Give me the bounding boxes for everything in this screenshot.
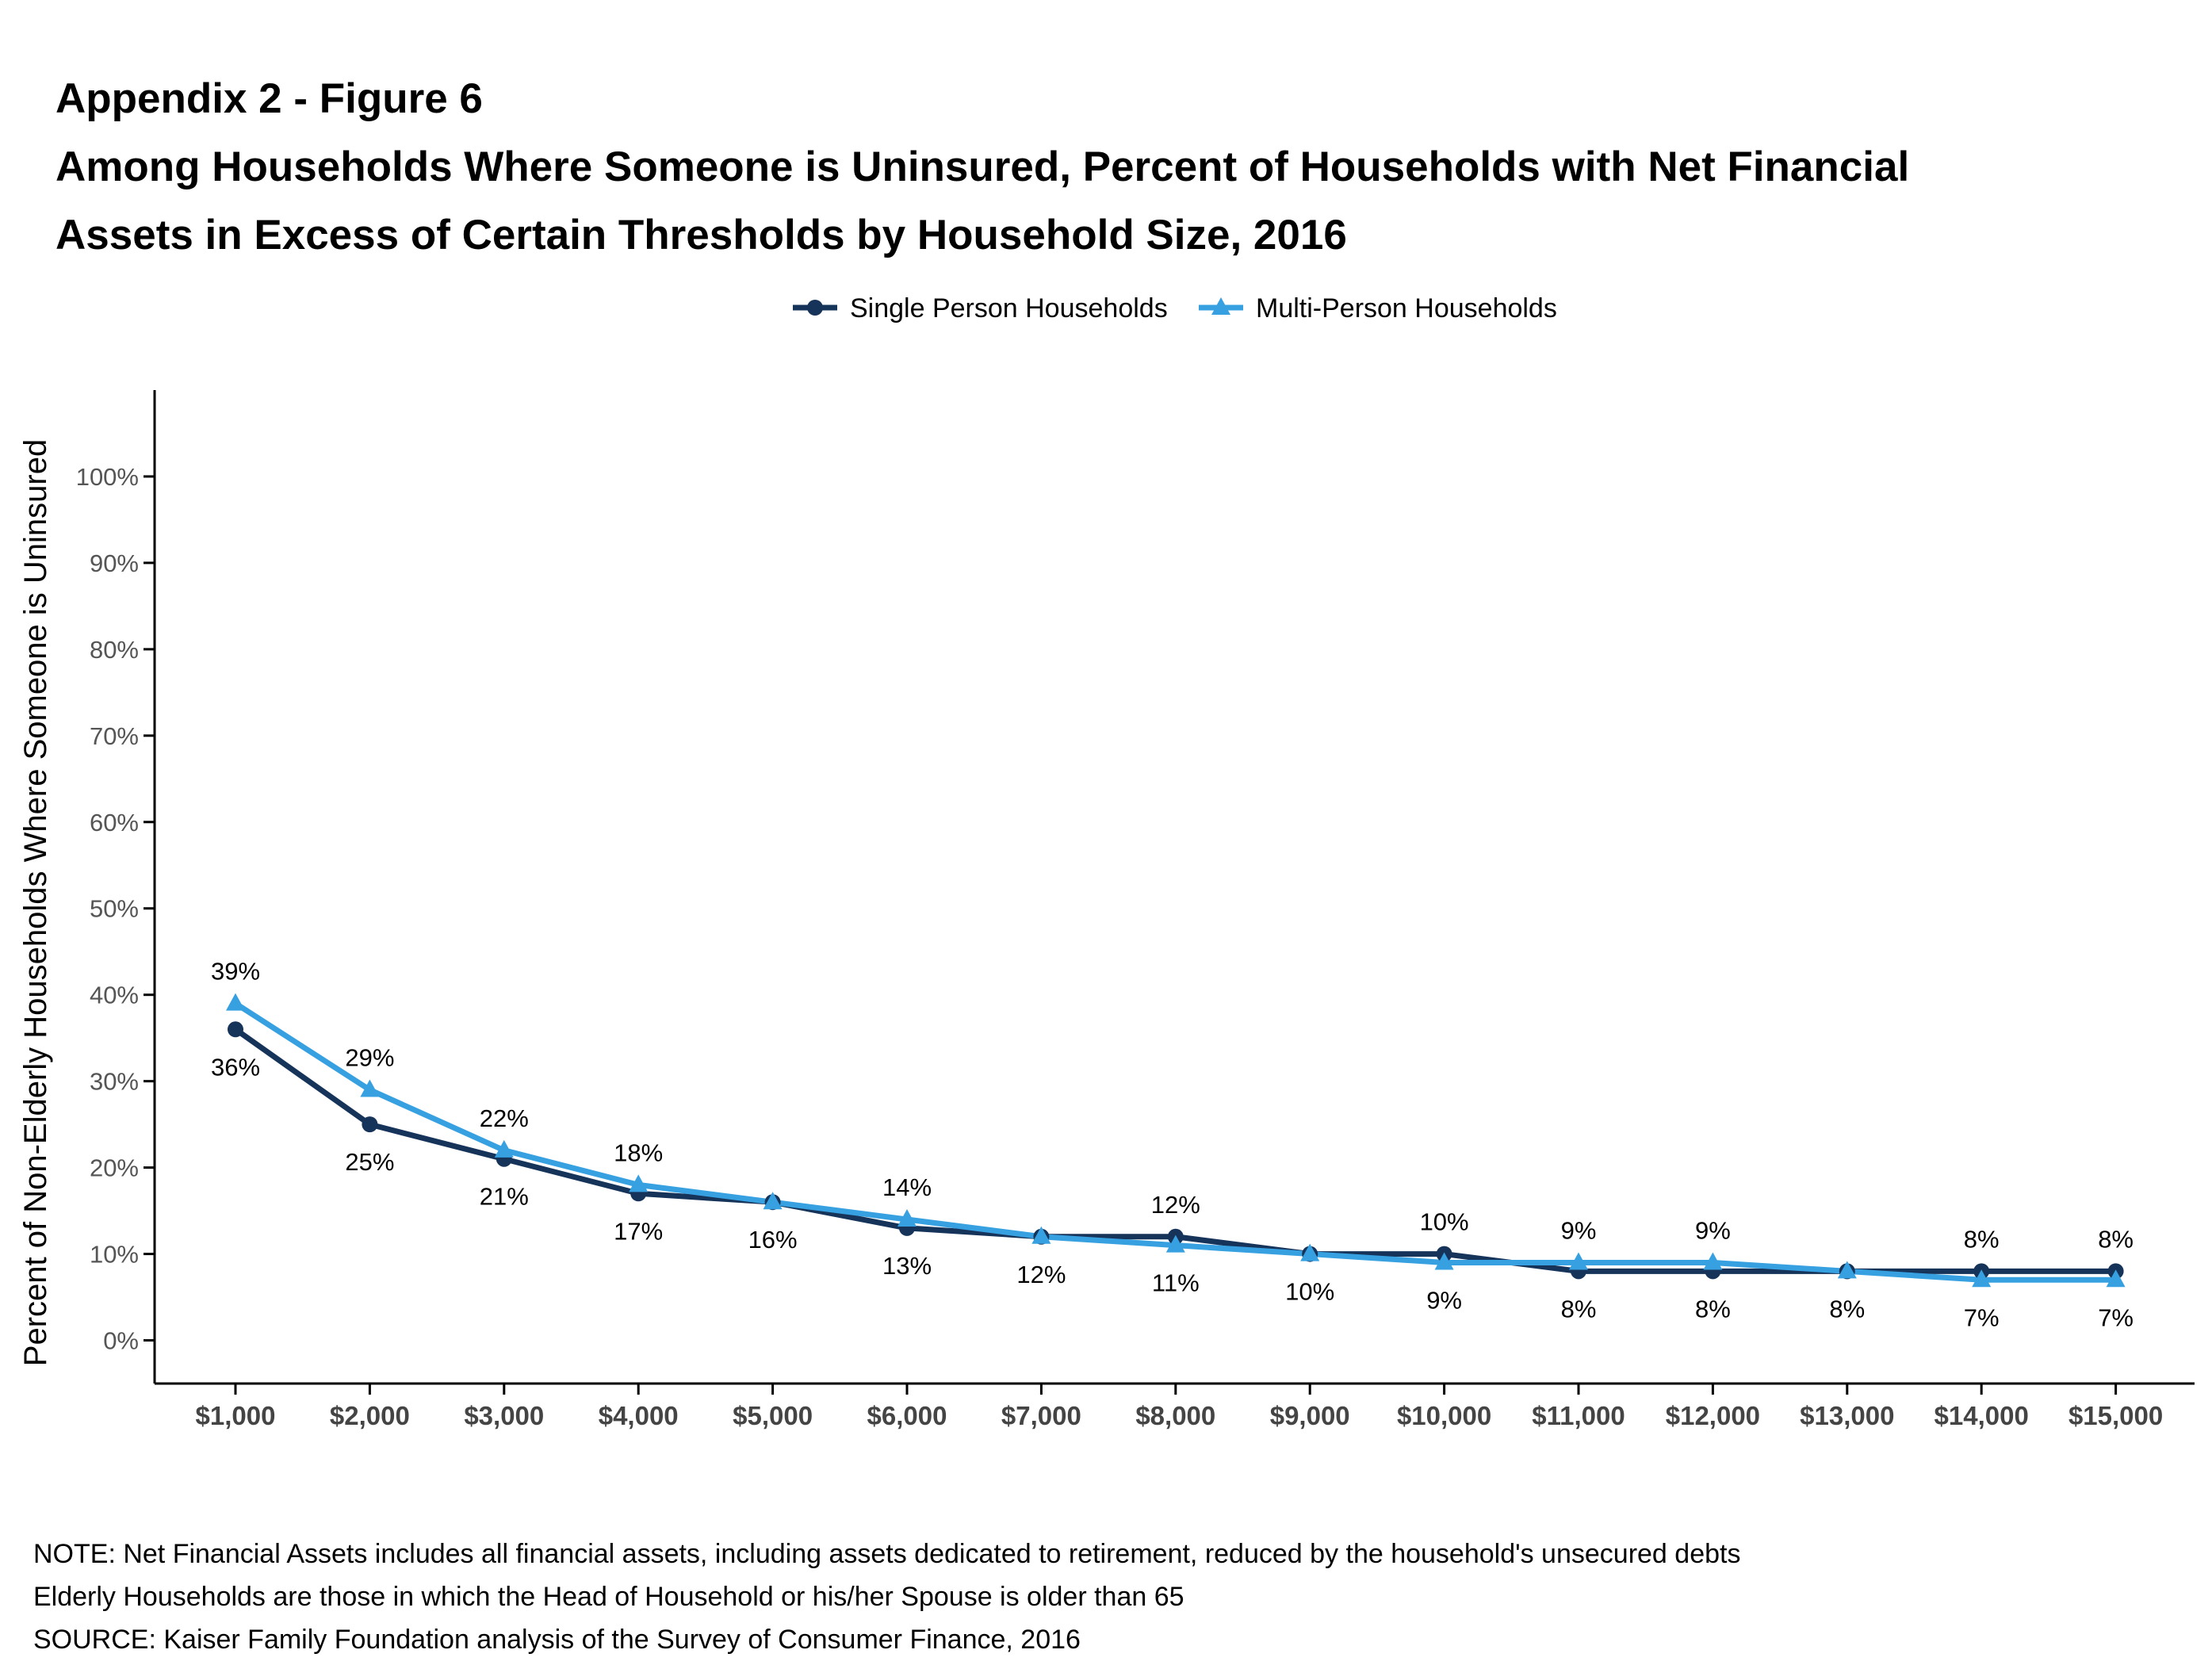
data-label-multi: 39% bbox=[211, 958, 260, 986]
x-tick-label: $13,000 bbox=[1800, 1401, 1894, 1430]
legend-marker-multi bbox=[1211, 297, 1230, 315]
point-multi bbox=[1972, 1269, 1992, 1288]
point-multi bbox=[1300, 1243, 1320, 1261]
point-multi bbox=[494, 1139, 514, 1158]
data-label-multi: 22% bbox=[480, 1104, 529, 1132]
point-multi bbox=[1569, 1252, 1588, 1270]
data-label-single: 8% bbox=[1695, 1295, 1731, 1322]
data-label-single: 10% bbox=[1285, 1278, 1334, 1306]
data-label-single: 36% bbox=[211, 1053, 260, 1081]
y-tick-label: 40% bbox=[90, 982, 139, 1009]
data-label-single: 25% bbox=[345, 1148, 394, 1176]
x-tick-label: $5,000 bbox=[733, 1401, 813, 1430]
point-multi bbox=[1703, 1252, 1723, 1270]
data-label-multi: 29% bbox=[345, 1044, 394, 1072]
y-axis-title: Percent of Non-Elderly Households Where … bbox=[18, 439, 53, 1366]
notes: NOTE: Net Financial Assets includes all … bbox=[33, 1533, 1740, 1661]
data-label-single: 13% bbox=[882, 1252, 932, 1280]
x-tick-label: $7,000 bbox=[1001, 1401, 1081, 1430]
data-label-multi: 7% bbox=[1964, 1303, 2000, 1331]
point-single bbox=[362, 1116, 378, 1133]
point-single bbox=[228, 1021, 243, 1038]
title-line-1: Among Households Where Someone is Uninsu… bbox=[55, 144, 1910, 190]
x-tick-label: $2,000 bbox=[330, 1401, 410, 1430]
y-tick-label: 20% bbox=[90, 1154, 139, 1182]
y-tick-label: 70% bbox=[90, 722, 139, 750]
y-tick-label: 90% bbox=[90, 549, 139, 577]
chart-title: Appendix 2 - Figure 6 Among Households W… bbox=[55, 65, 2157, 270]
y-tick-label: 60% bbox=[90, 809, 139, 836]
data-label-single: 10% bbox=[1420, 1208, 1469, 1236]
point-multi bbox=[2106, 1269, 2126, 1288]
x-tick-label: $9,000 bbox=[1270, 1401, 1350, 1430]
x-tick-label: $1,000 bbox=[196, 1401, 276, 1430]
x-tick-label: $4,000 bbox=[599, 1401, 679, 1430]
data-label-single: 21% bbox=[480, 1183, 529, 1211]
x-tick-label: $3,000 bbox=[464, 1401, 544, 1430]
legend-marker-single bbox=[807, 300, 823, 316]
x-tick-label: $12,000 bbox=[1666, 1401, 1760, 1430]
x-tick-label: $15,000 bbox=[2068, 1401, 2163, 1430]
data-label-single: 12% bbox=[1016, 1261, 1066, 1288]
title-line-2: Assets in Excess of Certain Thresholds b… bbox=[55, 212, 1347, 258]
data-label-single: 8% bbox=[1829, 1295, 1865, 1322]
point-multi bbox=[1434, 1252, 1454, 1270]
point-multi bbox=[226, 993, 245, 1011]
data-label-single: 12% bbox=[1151, 1191, 1200, 1219]
x-tick-label: $8,000 bbox=[1135, 1401, 1215, 1430]
figure-label: Appendix 2 - Figure 6 bbox=[55, 75, 483, 122]
y-tick-label: 80% bbox=[90, 636, 139, 664]
x-tick-label: $11,000 bbox=[1532, 1401, 1625, 1430]
legend-label-single: Single Person Households bbox=[850, 293, 1168, 323]
data-label-single: 8% bbox=[2098, 1225, 2134, 1253]
legend-label-multi: Multi-Person Households bbox=[1256, 293, 1557, 323]
data-label-multi: 11% bbox=[1152, 1269, 1200, 1297]
note-definition: NOTE: Net Financial Assets includes all … bbox=[33, 1539, 1741, 1569]
data-label-multi: 9% bbox=[1426, 1286, 1462, 1314]
point-multi bbox=[1165, 1234, 1185, 1253]
data-label-single: 8% bbox=[1964, 1225, 2000, 1253]
point-multi bbox=[1837, 1261, 1857, 1279]
point-multi bbox=[360, 1079, 380, 1097]
data-label-multi: 18% bbox=[614, 1139, 663, 1166]
x-tick-label: $10,000 bbox=[1397, 1401, 1491, 1430]
point-multi bbox=[897, 1208, 917, 1227]
data-label-single: 8% bbox=[1561, 1295, 1597, 1322]
y-tick-label: 30% bbox=[90, 1068, 139, 1096]
data-label-multi: 9% bbox=[1561, 1216, 1597, 1244]
data-label-multi: 14% bbox=[882, 1173, 932, 1201]
y-tick-label: 50% bbox=[90, 895, 139, 923]
x-tick-label: $14,000 bbox=[1935, 1401, 2029, 1430]
data-label-single: 17% bbox=[614, 1217, 663, 1245]
y-tick-label: 100% bbox=[76, 463, 139, 491]
data-label-multi: 7% bbox=[2098, 1303, 2134, 1331]
data-label-single: 16% bbox=[748, 1226, 798, 1254]
point-multi bbox=[763, 1192, 783, 1210]
data-label-multi: 9% bbox=[1695, 1216, 1731, 1244]
x-tick-label: $6,000 bbox=[867, 1401, 947, 1430]
y-tick-label: 10% bbox=[90, 1241, 139, 1269]
note-source: SOURCE: Kaiser Family Foundation analysi… bbox=[33, 1625, 1081, 1655]
point-multi bbox=[1031, 1226, 1051, 1244]
y-tick-label: 0% bbox=[103, 1327, 139, 1355]
point-multi bbox=[629, 1174, 649, 1192]
note-elderly: Elderly Households are those in which th… bbox=[33, 1582, 1184, 1612]
